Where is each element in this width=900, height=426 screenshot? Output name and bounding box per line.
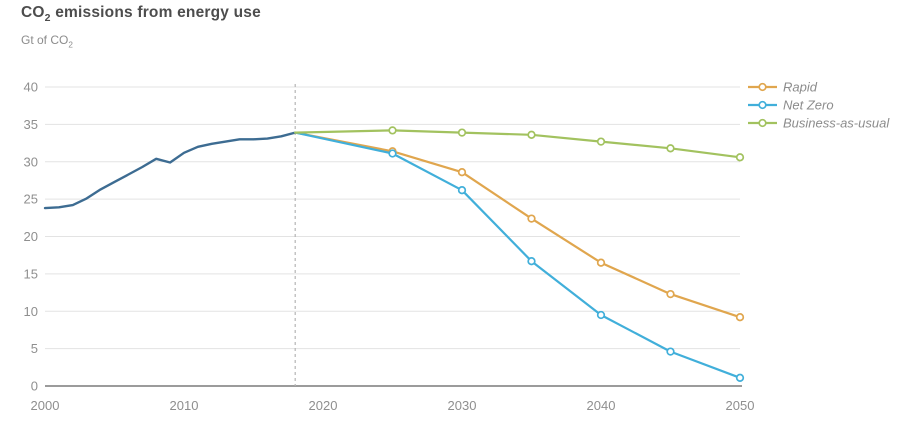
business-as-usual-marker	[666, 144, 675, 153]
y-axis-tick-label: 0	[31, 379, 38, 394]
legend-item-net-zero: Net Zero	[748, 98, 834, 113]
y-axis-tick-label: 35	[24, 117, 38, 132]
net-zero-marker	[457, 186, 467, 195]
legend-swatch-marker	[758, 118, 767, 128]
business-as-usual-marker	[388, 126, 397, 135]
y-axis-tick-label: 15	[24, 266, 38, 281]
history-line	[43, 131, 297, 210]
x-axis-tick-label: 2010	[170, 398, 199, 413]
rapid-marker	[596, 258, 606, 267]
legend-swatch-marker	[758, 100, 767, 110]
rapid-marker	[527, 214, 536, 223]
y-axis-tick-label: 30	[24, 154, 38, 169]
y-axis-unit-text: Gt of CO	[21, 33, 69, 47]
x-axis-tick-label: 2000	[31, 398, 60, 413]
x-axis-tick-label: 2030	[448, 398, 477, 413]
business-as-usual-line	[294, 129, 742, 159]
net-zero-marker	[527, 257, 536, 266]
chart-title: CO2 emissions from energy use	[21, 4, 261, 24]
business-as-usual-marker	[457, 128, 467, 137]
net-zero-marker	[596, 310, 606, 320]
y-axis-tick-label: 25	[24, 192, 38, 207]
business-as-usual-marker	[735, 153, 745, 162]
y-axis-tick-label: 5	[31, 341, 38, 356]
net-zero-marker	[735, 373, 745, 382]
net-zero-marker	[388, 149, 397, 158]
rapid-line	[294, 131, 742, 319]
rapid-marker	[735, 313, 745, 322]
rapid-marker	[457, 168, 467, 177]
net-zero-line	[294, 131, 742, 379]
net-zero-marker	[666, 347, 675, 356]
legend-label: Net Zero	[783, 98, 834, 113]
y-axis-tick-label: 20	[24, 229, 38, 244]
chart-title-text: CO	[21, 4, 45, 21]
rapid-marker	[666, 289, 675, 299]
legend-item-rapid: Rapid	[748, 80, 818, 95]
legend-item-business-as-usual: Business-as-usual	[748, 116, 890, 131]
legend-swatch-marker	[758, 82, 767, 92]
legend-label: Business-as-usual	[783, 116, 890, 131]
y-axis-unit-subscript: 2	[68, 40, 73, 50]
y-axis-tick-label: 40	[24, 80, 38, 95]
y-axis-unit-label: Gt of CO2	[21, 33, 73, 49]
x-axis-tick-label: 2040	[587, 398, 616, 413]
legend: Rapid Net Zero Business-as-usual	[748, 80, 890, 131]
business-as-usual-marker	[527, 130, 536, 139]
legend-label: Rapid	[783, 80, 818, 95]
x-axis-tick-label: 2020	[309, 398, 338, 413]
y-axis-tick-label: 10	[24, 304, 38, 319]
business-as-usual-marker	[596, 137, 606, 146]
chart-title-text-rest: emissions from energy use	[50, 4, 261, 21]
x-axis-tick-label: 2050	[726, 398, 755, 413]
chart-title-subscript: 2	[44, 12, 51, 25]
